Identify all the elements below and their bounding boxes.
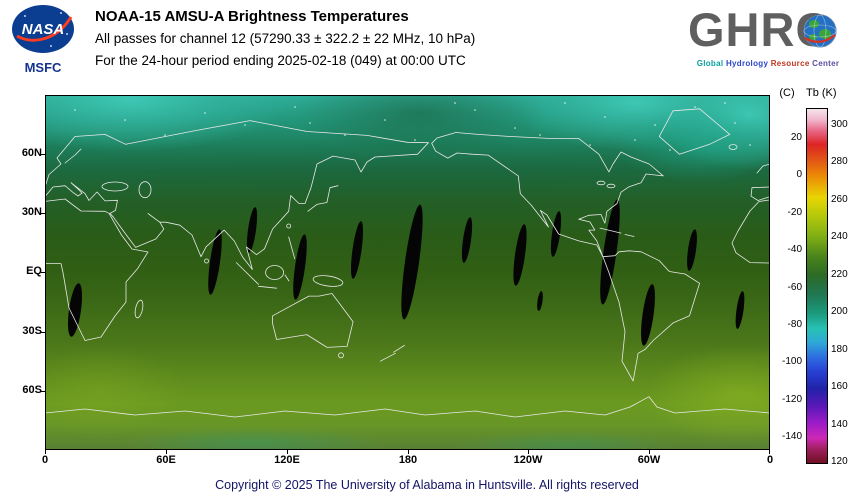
ghrc-globe-icon xyxy=(803,14,837,48)
lon-tick-mark xyxy=(45,450,46,454)
lat-tick-mark xyxy=(41,332,45,333)
celsius-tick-label: -140 xyxy=(781,431,802,443)
lon-tick-label: 120W xyxy=(513,454,543,466)
lon-tick-label: 60E xyxy=(156,454,176,466)
celsius-tick-label: -100 xyxy=(781,356,802,368)
lon-tick-label: 180 xyxy=(398,454,418,466)
colorbar-kelvin-header: Tb (K) xyxy=(806,87,837,99)
lon-tick-mark xyxy=(649,450,650,454)
lon-tick-mark xyxy=(528,450,529,454)
nasa-logo-text: NASA xyxy=(22,21,65,38)
celsius-tick-label: 20 xyxy=(790,131,802,143)
coastline-new-zealand xyxy=(379,345,405,362)
kelvin-tick-label: 120 xyxy=(831,455,848,467)
lat-tick-mark xyxy=(41,213,45,214)
map-frame xyxy=(45,95,770,450)
copyright-notice: Copyright © 2025 The University of Alaba… xyxy=(215,478,639,492)
lon-tick-mark xyxy=(408,450,409,454)
coastline-caribbean xyxy=(599,227,635,237)
kelvin-tick-label: 160 xyxy=(831,381,848,393)
nasa-red-swoosh xyxy=(16,16,73,42)
borneo-outline xyxy=(265,265,285,280)
lat-tick-label: 60N xyxy=(21,147,42,159)
lon-tick-mark xyxy=(769,450,770,454)
tasmania-outline xyxy=(338,352,344,359)
great-lakes-outline xyxy=(596,180,606,186)
celsius-tick-label: -80 xyxy=(787,319,802,330)
ghrc-tagline-word: Center xyxy=(812,59,840,68)
lon-tick-label: 0 xyxy=(41,454,49,466)
colorbar xyxy=(806,108,828,464)
kelvin-tick-label: 180 xyxy=(831,343,848,355)
lat-tick-mark xyxy=(41,154,45,155)
coastline-persian-gulf xyxy=(147,213,161,223)
great-lakes-outline2 xyxy=(606,183,616,189)
lat-tick-label: EQ xyxy=(26,265,42,277)
celsius-tick-label: -20 xyxy=(787,206,802,218)
kelvin-tick-label: 220 xyxy=(831,268,848,280)
ghrc-tagline-word: Resource xyxy=(770,59,810,68)
swath-gaps xyxy=(67,199,745,346)
lon-tick-mark xyxy=(287,450,288,454)
nasa-meatball-icon: NASA xyxy=(12,5,74,53)
msfc-label: MSFC xyxy=(24,60,62,75)
coastline-eurasia xyxy=(44,120,429,270)
sri-lanka-outline xyxy=(204,258,209,264)
ghrc-logo-text: GHR xyxy=(688,3,796,56)
coastline-west-africa-iberia xyxy=(731,163,771,264)
page-title: NOAA-15 AMSU-A Brightness Temperatures xyxy=(95,8,409,25)
coastlines xyxy=(44,108,771,418)
ghrc-tagline: Global Hydrology Resource Center xyxy=(686,59,850,68)
world-map-plot xyxy=(0,48,845,459)
nasa-logo-block: NASA MSFC xyxy=(10,4,76,75)
black-sea-outline xyxy=(101,181,129,192)
caspian-sea-outline xyxy=(138,181,152,199)
kelvin-tick-label: 280 xyxy=(831,156,848,168)
coastline-south-america xyxy=(602,250,700,382)
kelvin-tick-label: 260 xyxy=(831,193,848,205)
coastline-antarctica xyxy=(44,396,771,418)
coastline-australia xyxy=(272,293,354,348)
lat-tick-mark xyxy=(41,272,45,273)
page-subtitle: All passes for channel 12 (57290.33 ± 32… xyxy=(95,31,476,46)
celsius-tick-label: -120 xyxy=(781,393,802,405)
lon-tick-mark xyxy=(166,450,167,454)
coastline-japan xyxy=(307,185,339,212)
lon-tick-label: 0 xyxy=(766,454,774,466)
coastline-africa xyxy=(44,198,149,341)
brightness-temperature-map xyxy=(0,48,845,459)
coastline-baltic xyxy=(64,148,82,164)
kelvin-tick-label: 240 xyxy=(831,231,848,243)
ghrc-red-swoosh xyxy=(804,34,837,43)
lon-tick-label: 60W xyxy=(637,454,661,466)
colorbar-celsius-header: (C) xyxy=(779,87,795,99)
noise-speckles xyxy=(74,102,751,151)
coastline-indonesia xyxy=(235,236,296,289)
new-guinea-outline xyxy=(312,275,344,287)
iceland-outline xyxy=(728,144,738,150)
lat-tick-label: 30N xyxy=(21,206,42,218)
celsius-tick-label: -60 xyxy=(787,281,802,293)
ghrc-logo: GHRC xyxy=(686,2,850,58)
lat-tick-mark xyxy=(41,391,45,392)
lon-tick-label: 120E xyxy=(274,454,300,466)
ghrc-tagline-word: Global xyxy=(696,59,724,68)
lat-tick-label: 60S xyxy=(22,384,42,396)
taiwan-outline xyxy=(286,223,292,229)
kelvin-tick-label: 200 xyxy=(831,306,848,318)
ghrc-tagline-word: Hydrology xyxy=(725,59,769,68)
ghrc-logo-block: GHRC Global Hydrology Resource Center xyxy=(686,2,850,68)
lat-tick-label: 30S xyxy=(22,325,42,337)
celsius-tick-label: 0 xyxy=(796,169,802,181)
kelvin-tick-label: 300 xyxy=(831,119,848,130)
madagascar-outline xyxy=(134,299,144,319)
coastline-north-america xyxy=(431,132,664,258)
page-period: For the 24-hour period ending 2025-02-18… xyxy=(95,53,466,68)
coastline-greenland xyxy=(658,108,731,155)
title-block: NOAA-15 AMSU-A Brightness Temperatures A… xyxy=(95,6,475,72)
celsius-tick-label: -40 xyxy=(787,244,802,256)
kelvin-tick-label: 140 xyxy=(831,418,848,430)
